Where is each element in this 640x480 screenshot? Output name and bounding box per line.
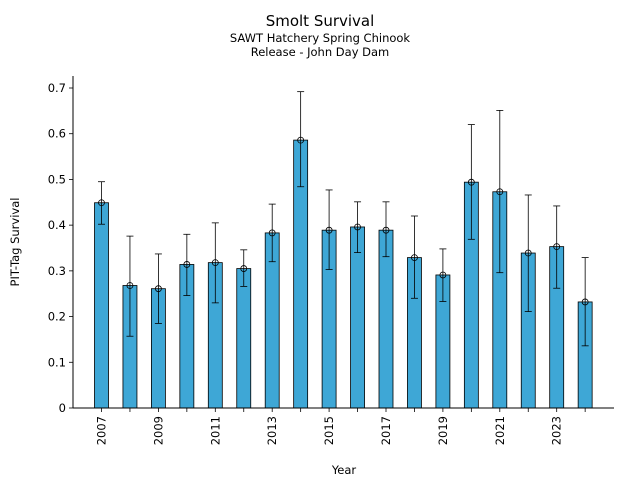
x-tick-label: 2007 — [95, 416, 109, 445]
bar-2007 — [94, 202, 109, 409]
point-marker-2008 — [126, 282, 134, 289]
x-tick-label: 2019 — [436, 416, 450, 445]
x-tick-label: 2011 — [208, 416, 222, 445]
point-marker-2024 — [581, 298, 589, 306]
bars-layer — [94, 139, 593, 409]
y-tick-label: 0.4 — [48, 218, 66, 232]
x-ticks-layer: 2007 2009 2011 2013 2015 2017 2019 2021 2023 — [95, 408, 586, 445]
chart-subtitle-line-1: SAWT Hatchery Spring Chinook — [229, 31, 411, 45]
x-tick-label: 2023 — [550, 416, 564, 445]
y-tick-label: 0.5 — [48, 172, 66, 186]
point-marker-2011 — [211, 259, 219, 267]
point-marker-2023 — [553, 243, 561, 251]
bar-2012 — [236, 268, 252, 409]
point-marker-2020 — [467, 178, 475, 186]
point-marker-2015 — [325, 226, 333, 234]
x-tick-label: 2017 — [379, 416, 393, 445]
point-marker-2013 — [268, 229, 276, 237]
point-marker-2014 — [297, 136, 305, 144]
x-tick-label: 2021 — [493, 416, 507, 445]
point-marker-2018 — [411, 254, 418, 262]
point-marker-2012 — [240, 265, 248, 272]
y-axis-label: PIT-Tag Survival — [8, 198, 22, 287]
y-tick-label: 0.6 — [48, 127, 66, 141]
error-bars-layer — [98, 91, 589, 347]
chart-subtitle-line-2: Release - John Day Dam — [250, 45, 390, 59]
x-axis-label: Year — [331, 463, 357, 477]
point-marker-2022 — [524, 249, 532, 257]
point-marker-2010 — [183, 261, 191, 268]
y-tick-label: 0.3 — [48, 264, 66, 278]
point-marker-2021 — [496, 188, 504, 196]
y-ticks-layer: 0 0.1 0.2 0.3 0.4 0.5 0.6 0.7 — [48, 81, 73, 415]
point-marker-2009 — [154, 285, 162, 293]
point-marker-2007 — [98, 199, 105, 207]
y-tick-label: 0 — [59, 401, 66, 415]
y-tick-label: 0.2 — [48, 310, 66, 324]
point-marker-2017 — [382, 226, 390, 234]
bar-2016 — [350, 226, 365, 409]
y-tick-label: 0.7 — [48, 81, 66, 95]
x-tick-label: 2015 — [322, 416, 336, 445]
y-tick-label: 0.1 — [48, 355, 66, 369]
chart-title: Smolt Survival — [265, 12, 375, 30]
point-marker-2016 — [354, 223, 361, 231]
point-marker-2019 — [439, 271, 447, 279]
x-tick-label: 2013 — [265, 416, 279, 445]
x-tick-label: 2009 — [151, 416, 165, 445]
